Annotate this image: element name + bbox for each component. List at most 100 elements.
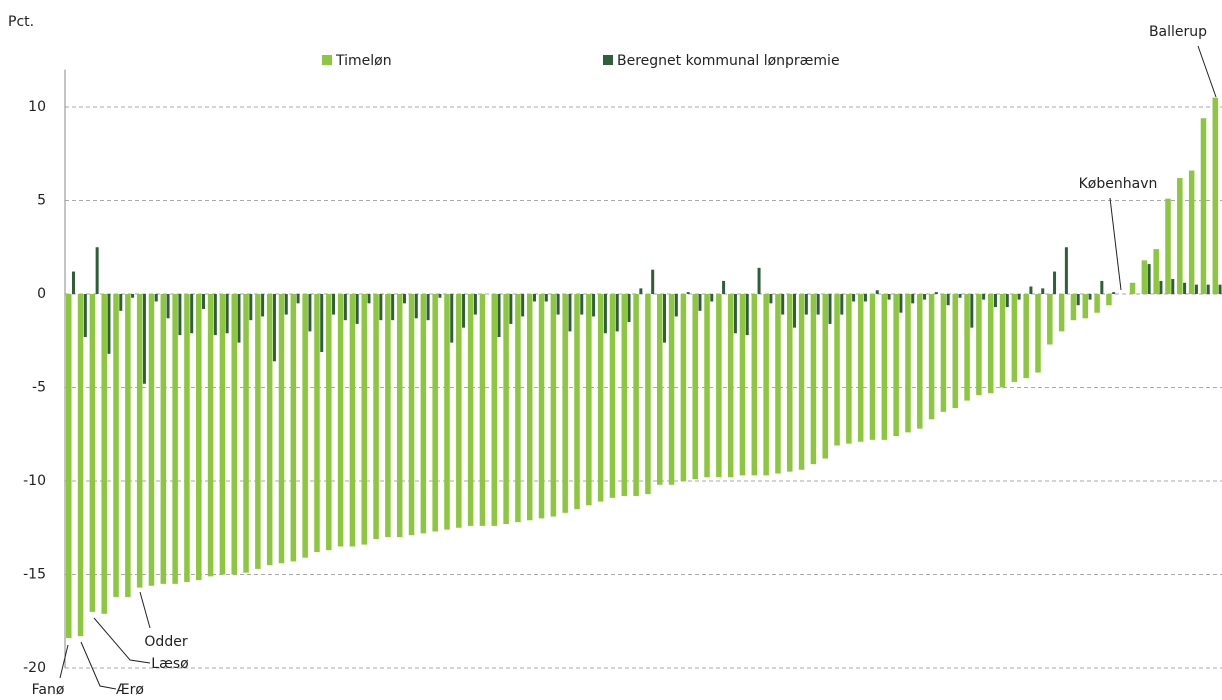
bar [1153,249,1159,294]
annotation-label: Læsø [151,656,189,672]
bar [639,288,643,294]
bar [456,294,462,528]
leader-line [1109,197,1122,291]
bar [107,294,111,354]
bar [834,294,840,446]
bar [603,294,607,334]
bar [645,294,651,495]
bar [526,294,533,521]
bar [255,294,261,569]
bar [846,294,852,444]
bar [999,294,1006,388]
bar [491,294,498,526]
bar [976,294,982,395]
bar [337,294,344,547]
bar [769,294,773,304]
bar [840,294,844,315]
leader-line [59,644,69,679]
bar [668,294,675,485]
bar [278,294,285,564]
bar [946,294,950,306]
bar [479,294,486,526]
bar [402,294,406,304]
bar [420,294,427,534]
bar [580,294,584,315]
bar [680,294,687,481]
bar [1088,294,1092,300]
bar [190,294,194,334]
bar [349,294,356,547]
bar [1177,178,1183,294]
bar [810,294,817,465]
bar [385,294,391,538]
bar [450,294,454,343]
bar [621,294,628,496]
bar [745,294,749,336]
bar [1129,282,1136,294]
bar [379,294,383,321]
legend-label: Beregnet kommunal lønpræmie [617,53,840,69]
bar [751,294,758,476]
bar [899,294,903,313]
bar [727,294,734,478]
bar [125,294,131,597]
bar [1094,294,1100,313]
bar [781,294,785,315]
y-tick-label: -10 [23,473,46,489]
bar [550,294,557,517]
bar [509,294,513,324]
bar [1147,264,1151,294]
annotation-label: Fanø [32,682,65,698]
bar [651,269,655,294]
bar [184,294,190,582]
bar [1047,294,1053,345]
bar [686,292,690,294]
bar [822,294,828,459]
bar [391,294,395,321]
bar [964,294,970,401]
bar [1159,280,1163,294]
bar [993,294,997,308]
y-tick-label: -5 [32,380,46,396]
bar [261,294,265,317]
bar [544,294,548,302]
bar [314,294,320,553]
bar [592,294,596,317]
bar [444,294,450,530]
bar [202,294,206,309]
bar [863,294,867,302]
annotation-label: Ballerup [1149,24,1207,40]
bar [119,294,123,311]
legend-label: Timeløn [335,53,392,69]
bar [958,294,962,298]
bar [178,294,182,336]
bar [332,294,336,315]
bar [928,294,935,420]
bar [1064,247,1068,294]
bar [532,294,536,302]
bar [343,294,347,321]
bar [160,294,167,584]
bar [804,294,808,315]
bar [1200,118,1207,294]
bar [987,294,994,394]
bar [1053,271,1057,294]
bar [426,294,430,321]
bar [934,292,938,294]
bar [66,294,72,639]
bar [940,294,947,412]
y-tick-label: -20 [23,660,46,676]
leader-line [139,591,151,629]
bar [131,294,135,298]
bar [497,294,501,338]
legend-swatch [322,55,332,65]
bar [893,294,899,437]
bar [373,294,379,539]
bar [586,294,592,506]
bar [857,294,864,442]
y-tick-label: -15 [23,567,46,583]
bar [698,294,702,311]
bar [597,294,604,502]
bar [1011,294,1018,382]
